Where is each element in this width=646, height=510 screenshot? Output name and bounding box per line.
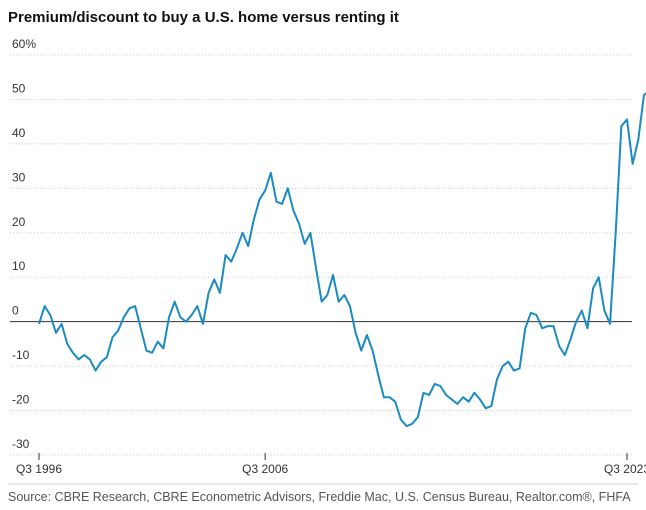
y-tick-label: 60% (12, 37, 36, 51)
y-tick-label: 0 (12, 304, 19, 318)
y-tick-label: 10 (12, 259, 26, 273)
x-tick-label: Q3 2006 (242, 462, 288, 476)
x-tick-label: Q3 1996 (16, 462, 62, 476)
y-tick-label: -30 (12, 437, 30, 451)
y-tick-label: 30 (12, 170, 26, 184)
y-tick-label: 40 (12, 126, 26, 140)
chart-title: Premium/discount to buy a U.S. home vers… (8, 9, 399, 26)
y-tick-label: 50 (12, 81, 26, 95)
data-line (38, 92, 646, 428)
y-tick-label: 20 (12, 215, 26, 229)
y-tick-label: -10 (12, 348, 30, 362)
source: Source: CBRE Research, CBRE Econometric … (8, 490, 631, 504)
x-tick-label: Q3 2023 (604, 462, 646, 476)
y-tick-label: -20 (12, 393, 30, 407)
